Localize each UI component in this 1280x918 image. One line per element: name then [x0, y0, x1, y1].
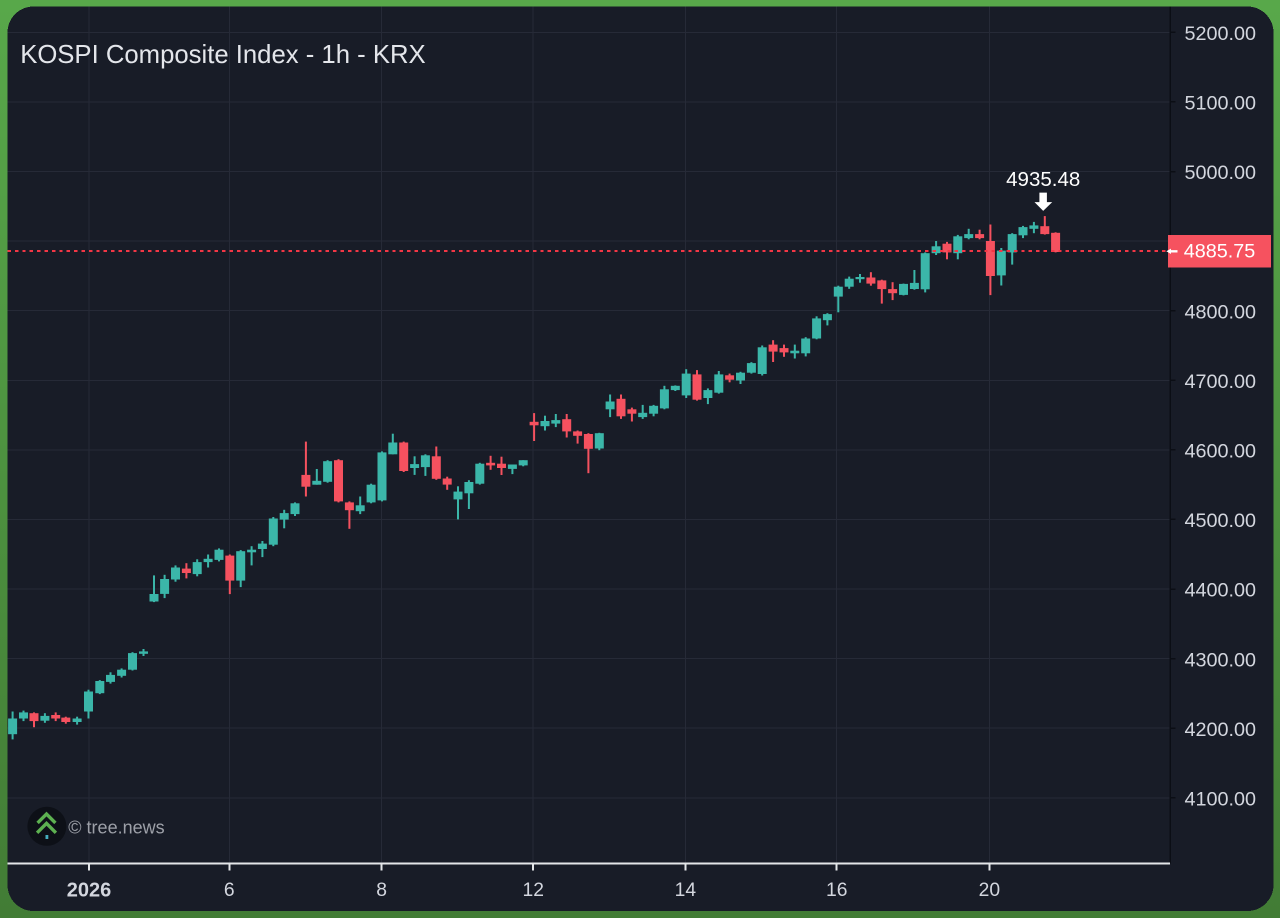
svg-text:14: 14 [675, 880, 697, 901]
svg-text:KOSPI Composite Index - 1h - K: KOSPI Composite Index - 1h - KRX [20, 41, 425, 69]
svg-text:5000.00: 5000.00 [1185, 162, 1257, 184]
svg-text:16: 16 [826, 880, 847, 901]
svg-text:4935.48: 4935.48 [1006, 168, 1080, 191]
svg-text:4200.00: 4200.00 [1185, 719, 1257, 741]
svg-text:2026: 2026 [67, 880, 112, 902]
svg-text:4700.00: 4700.00 [1185, 371, 1257, 393]
svg-text:© tree.news: © tree.news [68, 818, 164, 838]
svg-text:5100.00: 5100.00 [1185, 93, 1257, 115]
svg-text:4600.00: 4600.00 [1185, 441, 1257, 463]
svg-text:4800.00: 4800.00 [1185, 301, 1257, 323]
svg-text:20: 20 [979, 880, 1000, 901]
svg-text:4100.00: 4100.00 [1185, 789, 1257, 811]
svg-text:6: 6 [224, 880, 235, 901]
svg-text:4885.75: 4885.75 [1184, 241, 1256, 263]
svg-text:8: 8 [376, 880, 387, 901]
svg-text:12: 12 [522, 880, 543, 901]
svg-text:4400.00: 4400.00 [1185, 580, 1257, 602]
svg-text:5200.00: 5200.00 [1185, 23, 1257, 45]
svg-text:4500.00: 4500.00 [1185, 510, 1257, 532]
svg-text:4300.00: 4300.00 [1185, 649, 1257, 671]
